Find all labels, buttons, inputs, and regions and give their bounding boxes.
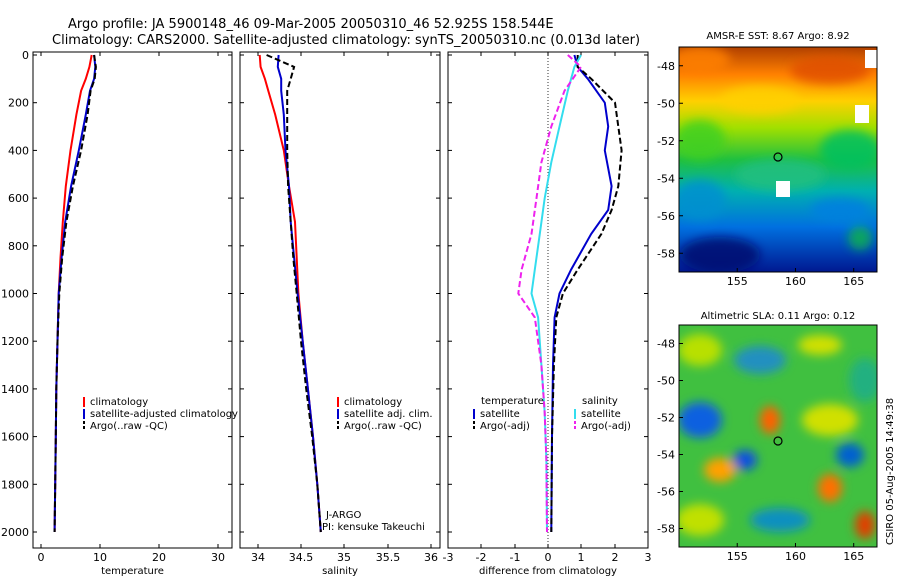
- map-y-tick-label: -52: [657, 412, 675, 425]
- map-y-tick-label: -58: [657, 523, 675, 536]
- series-line: [550, 55, 623, 533]
- legend-label: Argo(-adj): [581, 421, 631, 432]
- legend-label: satellite: [581, 409, 621, 420]
- y-tick-label: 800: [8, 240, 29, 253]
- legend-label: Argo(..raw -QC): [344, 421, 422, 432]
- map-y-tick-label: -56: [657, 210, 675, 223]
- header-line2: Climatology: CARS2000. Satellite-adjuste…: [52, 33, 640, 48]
- series-line: [276, 54, 322, 533]
- legend-label: climatology: [90, 397, 148, 408]
- y-tick-label: 0: [22, 49, 29, 62]
- x-tick-label: 2: [612, 551, 619, 564]
- x-tick-label: 35: [337, 551, 351, 564]
- plot-frame: [239, 51, 441, 549]
- map-y-tick-label: -48: [657, 338, 675, 351]
- legend-group-label: temperature: [481, 396, 544, 407]
- map-x-tick-label: 160: [785, 275, 806, 288]
- y-tick-label: 1000: [1, 288, 29, 301]
- map-y-tick-label: -52: [657, 135, 675, 148]
- annotation: PI: kensuke Takeuchi: [322, 522, 425, 533]
- annotation: J-ARGO: [325, 510, 362, 521]
- map-x-tick-label: 155: [727, 275, 748, 288]
- sst-map: [678, 46, 878, 273]
- profile-panel-3: -3 -2 -1 0 1 2 3 difference from climatology tem…: [443, 51, 652, 577]
- y-tick-label: 2000: [1, 526, 29, 539]
- plot-frame: [447, 51, 649, 549]
- x-tick-label: -2: [476, 551, 487, 564]
- map-x-tick-label: 160: [785, 550, 806, 563]
- profile-panel-2: 34 34.5 35 35.5 36 salinity climatologysatelli…: [239, 51, 441, 577]
- x-axis-label: temperature: [101, 566, 164, 577]
- legend: temperaturesatelliteArgo(-adj)salinitysa…: [473, 396, 631, 432]
- map-y-tick-label: -50: [657, 97, 675, 110]
- legend-label: climatology: [344, 397, 402, 408]
- y-tick-label: 1600: [1, 431, 29, 444]
- x-tick-label: 3: [645, 551, 652, 564]
- y-tick-label: 400: [8, 144, 29, 157]
- legend-label: Argo(..raw -QC): [90, 421, 168, 432]
- x-tick-label: 34: [251, 551, 265, 564]
- map-x-tick-label: 165: [843, 550, 864, 563]
- map-x-tick-label: 155: [727, 550, 748, 563]
- x-tick-label: 10: [93, 551, 107, 564]
- map-y-tick-label: -54: [657, 449, 675, 462]
- x-tick-label: 30: [211, 551, 225, 564]
- legend-group-label: salinity: [582, 396, 618, 407]
- map-x-tick-label: 165: [843, 275, 864, 288]
- sst-map-title: AMSR-E SST: 8.67 Argo: 8.92: [706, 31, 849, 42]
- series-line: [517, 54, 583, 533]
- map-y-tick-label: -58: [657, 247, 675, 260]
- x-tick-label: 34.5: [289, 551, 314, 564]
- y-tick-label: 600: [8, 192, 29, 205]
- x-tick-label: -3: [443, 551, 454, 564]
- x-tick-label: -1: [510, 551, 521, 564]
- credit-stamp: CSIRO 05-Aug-2005 14:49:38: [885, 398, 896, 545]
- map-y-tick-label: -56: [657, 486, 675, 499]
- series-line: [266, 54, 322, 533]
- x-tick-label: 0: [545, 551, 552, 564]
- sla-map-title: Altimetric SLA: 0.11 Argo: 0.12: [701, 311, 856, 322]
- y-tick-label: 1800: [1, 478, 29, 491]
- map-y-tick-label: -50: [657, 375, 675, 388]
- x-tick-label: 0: [38, 551, 45, 564]
- x-tick-label: 36: [424, 551, 438, 564]
- sst-profile-marker: [773, 152, 783, 162]
- x-tick-label: 35.5: [376, 551, 401, 564]
- header-line1: Argo profile: JA 5900148_46 09-Mar-2005 …: [68, 17, 554, 32]
- series-line: [550, 54, 613, 533]
- map-y-tick-label: -54: [657, 172, 675, 185]
- x-axis-label: difference from climatology: [479, 566, 617, 577]
- profile-panel-1: 0 10 20 30 0 200 400 600 800 1000 1200 1400 1600 1800…: [1, 49, 238, 577]
- legend-label: satellite: [480, 409, 520, 420]
- x-tick-label: 20: [152, 551, 166, 564]
- y-tick-label: 1200: [1, 335, 29, 348]
- x-tick-label: 1: [578, 551, 585, 564]
- legend-label: satellite adj. clim.: [344, 409, 433, 420]
- map-y-tick-label: -48: [657, 60, 675, 73]
- legend-label: satellite-adjusted climatology: [90, 409, 238, 420]
- series-line: [53, 54, 97, 533]
- x-axis-label: salinity: [322, 566, 358, 577]
- y-tick-label: 1400: [1, 383, 29, 396]
- plot-frame: [32, 51, 233, 549]
- y-tick-label: 200: [8, 97, 29, 110]
- sla-profile-marker: [773, 436, 783, 446]
- legend-label: Argo(-adj): [480, 421, 530, 432]
- sla-map: [678, 324, 878, 548]
